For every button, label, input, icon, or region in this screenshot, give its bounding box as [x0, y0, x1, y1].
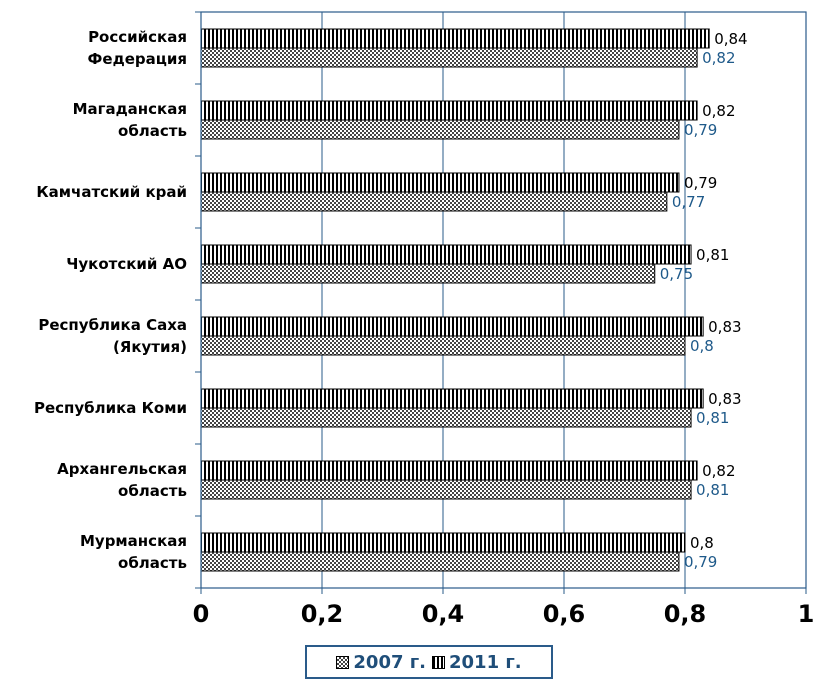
- bar-2007: [200, 47, 698, 68]
- data-label-2007: 0,79: [684, 553, 717, 571]
- category-label-line: Магаданская: [73, 100, 187, 118]
- bar-2007: [200, 551, 680, 572]
- bar-2011: [200, 316, 704, 337]
- data-label-2007: 0,8: [690, 337, 714, 355]
- x-tick-label: 0,4: [422, 600, 465, 628]
- bar-2011: [200, 460, 698, 481]
- data-label-2007: 0,82: [702, 49, 735, 67]
- x-tick-label: 0,6: [543, 600, 586, 628]
- bar-2011: [200, 244, 692, 265]
- legend-swatch-2011: [432, 655, 445, 669]
- bar-2007: [200, 191, 668, 212]
- gridlines: [200, 12, 807, 588]
- category-label-line: (Якутия): [113, 338, 187, 356]
- category-label-line: область: [118, 554, 187, 572]
- category-label-line: Чукотский АО: [66, 255, 187, 273]
- category-label-line: Федерация: [88, 50, 187, 68]
- category-label: Чукотский АО: [66, 255, 187, 273]
- bar-2007: [200, 479, 692, 500]
- category-label-line: Республика Коми: [34, 399, 187, 417]
- category-label: Архангельская область: [57, 460, 187, 500]
- data-label-2011: 0,84: [714, 30, 747, 48]
- category-label: Республика Коми: [34, 399, 187, 417]
- x-tick-label: 0,8: [664, 600, 707, 628]
- axes: [195, 11, 807, 594]
- bar-2007: [200, 335, 686, 356]
- category-label: Мурманская область: [80, 532, 187, 572]
- data-label-2011: 0,83: [708, 390, 741, 408]
- data-label-2011: 0,8: [690, 534, 714, 552]
- legend-swatch-2007: [336, 655, 350, 669]
- bar-2007: [200, 407, 692, 428]
- data-label-2007: 0,79: [684, 121, 717, 139]
- bar-2011: [200, 28, 710, 49]
- plot-frame: [200, 11, 807, 589]
- bar-2011: [200, 532, 686, 553]
- data-label-2011: 0,79: [684, 174, 717, 192]
- data-label-2011: 0,82: [702, 102, 735, 120]
- legend-label-2007: 2007 г.: [353, 651, 426, 673]
- legend-item-2011: 2011 г.: [432, 652, 522, 673]
- data-label-2007: 0,77: [672, 193, 705, 211]
- data-label-2007: 0,81: [696, 409, 729, 427]
- category-label-line: Архангельская: [57, 460, 187, 478]
- data-label-2011: 0,82: [702, 462, 735, 480]
- bar-2011: [200, 172, 680, 193]
- bar-2011: [200, 100, 698, 121]
- bar-2007: [200, 119, 680, 140]
- x-tick-label: 0: [193, 600, 210, 628]
- bar-2011: [200, 388, 704, 409]
- data-label-2007: 0,81: [696, 481, 729, 499]
- bar-2007: [200, 263, 656, 284]
- x-tick-label: 1: [798, 600, 815, 628]
- category-label: Российская Федерация: [88, 28, 187, 68]
- legend: 2007 г. 2011 г.: [305, 645, 553, 679]
- data-label-2011: 0,83: [708, 318, 741, 336]
- category-label-line: Камчатский край: [36, 183, 187, 201]
- category-label-line: Мурманская: [80, 532, 187, 550]
- data-label-2011: 0,81: [696, 246, 729, 264]
- category-label-line: Республика Саха: [38, 316, 187, 334]
- category-label-line: область: [118, 482, 187, 500]
- legend-label-2011: 2011 г.: [449, 651, 522, 673]
- category-label-line: область: [118, 122, 187, 140]
- data-label-2007: 0,75: [660, 265, 693, 283]
- category-label: Магаданская область: [73, 100, 187, 140]
- legend-item-2007: 2007 г.: [336, 652, 426, 673]
- category-label: Республика Саха (Якутия): [38, 316, 187, 356]
- x-tick-label: 0,2: [301, 600, 344, 628]
- bars: [200, 28, 710, 572]
- category-label: Камчатский край: [36, 183, 187, 201]
- category-label-line: Российская: [88, 28, 187, 46]
